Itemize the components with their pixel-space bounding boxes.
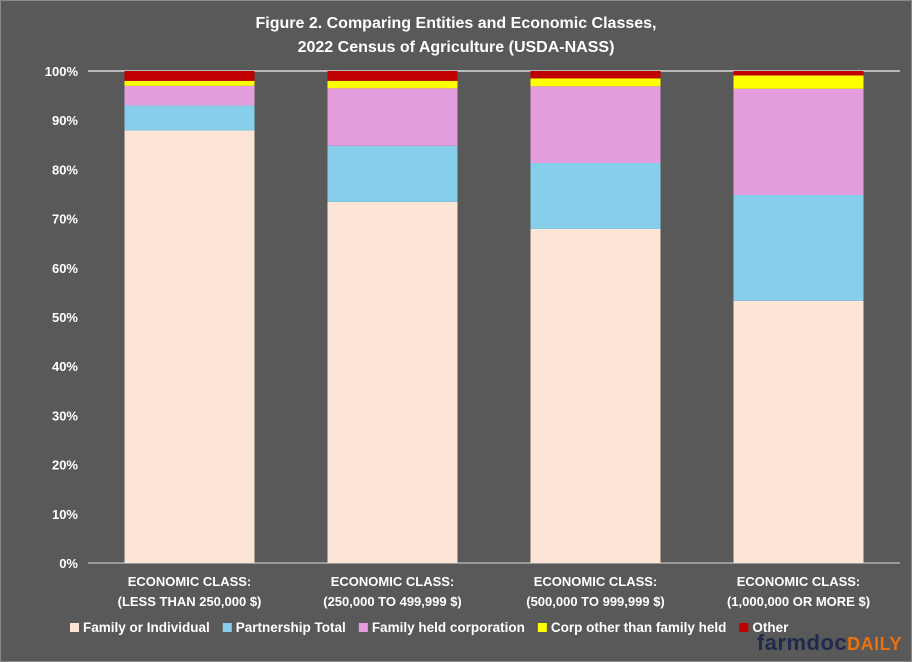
bar-segment-family-or-individual: [124, 130, 255, 564]
bar-segment-other: [327, 71, 458, 81]
legend-item: Family or Individual: [70, 620, 210, 635]
legend-label: Other: [752, 620, 789, 635]
bar-segment-corp-other-than-family-held: [124, 80, 255, 86]
x-tick-label: (250,000 TO 499,999 $): [323, 594, 462, 609]
y-tick-label: 50%: [52, 310, 78, 325]
bar-segment-partnership-total: [530, 163, 661, 229]
chart-subtitle: 2022 Census of Agriculture (USDA-NASS): [298, 39, 615, 56]
legend-item: Corp other than family held: [537, 620, 727, 635]
chart-title: Figure 2. Comparing Entities and Economi…: [256, 15, 657, 32]
y-tick-label: 30%: [52, 408, 78, 423]
legend-item: Family held corporation: [358, 620, 525, 635]
bar-segment-corp-other-than-family-held: [327, 80, 458, 89]
bar-segment-corp-other-than-family-held: [530, 78, 661, 87]
x-tick-label: (1,000,000 OR MORE $): [727, 594, 870, 609]
bar-segment-partnership-total: [733, 194, 864, 301]
y-tick-label: 100%: [45, 64, 79, 79]
legend-swatch: [739, 623, 749, 632]
bar-segment-corp-other-than-family-held: [733, 75, 864, 89]
bar-segment-family-held-corporation: [530, 86, 661, 164]
bar-segment-other: [530, 71, 661, 79]
legend-label: Partnership Total: [236, 620, 346, 635]
bar-segment-other: [733, 71, 864, 76]
legend-item: Partnership Total: [222, 620, 346, 635]
y-tick-label: 0%: [59, 556, 78, 571]
x-tick-label: ECONOMIC CLASS:: [534, 574, 658, 589]
farmdoc-daily-logo: farmdocDAILY: [756, 630, 902, 655]
legend-swatch: [537, 623, 547, 632]
x-tick-label: (500,000 TO 999,999 $): [526, 594, 665, 609]
x-tick-label: ECONOMIC CLASS:: [737, 574, 861, 589]
bar-segment-family-or-individual: [530, 228, 661, 563]
x-tick-label: (LESS THAN 250,000 $): [118, 594, 262, 609]
legend-swatch: [222, 623, 232, 632]
x-tick-label: ECONOMIC CLASS:: [128, 574, 252, 589]
bar-segment-family-or-individual: [327, 201, 458, 563]
legend-label: Family or Individual: [83, 620, 210, 635]
bar-segment-partnership-total: [124, 105, 255, 131]
legend-item: Other: [739, 620, 789, 635]
y-tick-label: 70%: [52, 212, 78, 227]
bar-segment-family-held-corporation: [733, 88, 864, 195]
legend-label: Family held corporation: [372, 620, 525, 635]
bar-segment-family-held-corporation: [327, 88, 458, 146]
x-tick-label: ECONOMIC CLASS:: [331, 574, 455, 589]
y-tick-label: 80%: [52, 162, 78, 177]
legend-label: Corp other than family held: [551, 620, 727, 635]
y-tick-label: 90%: [52, 113, 78, 128]
bar-segment-other: [124, 71, 255, 81]
y-tick-label: 60%: [52, 261, 78, 276]
bar-segment-family-held-corporation: [124, 85, 255, 106]
legend-swatch: [358, 623, 368, 632]
y-tick-label: 20%: [52, 458, 78, 473]
bar-segment-family-or-individual: [733, 300, 864, 563]
y-tick-label: 40%: [52, 359, 78, 374]
bar-segment-partnership-total: [327, 145, 458, 202]
legend-swatch: [70, 623, 79, 632]
y-tick-label: 10%: [52, 507, 78, 522]
